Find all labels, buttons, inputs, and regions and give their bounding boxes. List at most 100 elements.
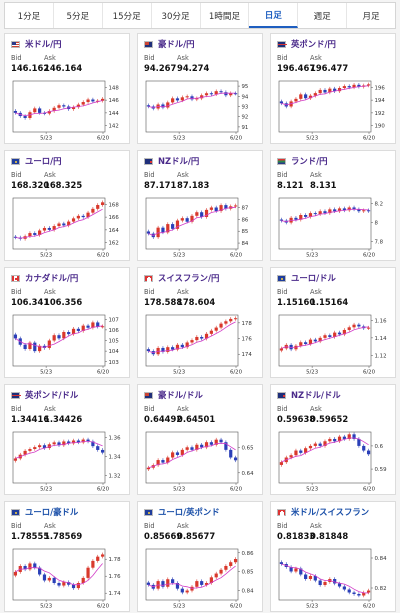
candle-body bbox=[200, 95, 204, 99]
candle-body bbox=[100, 326, 105, 328]
rate-card[interactable]: 米ドル/スイスフラン Bid Ask 0.81833 0.81848 0.84 0.82 5/… bbox=[270, 501, 396, 612]
candle-body bbox=[42, 345, 47, 348]
pair-name-link[interactable]: 豪ドル/ドル bbox=[158, 390, 203, 400]
candle-body bbox=[100, 202, 105, 206]
candlestick-chart[interactable]: 1.16 1.14 1.12 5/23 6/20 bbox=[275, 312, 393, 376]
tab-5min[interactable]: 5分足 bbox=[54, 3, 103, 28]
rate-card[interactable]: カナダドル/円 Bid Ask 106.341 106.356 107 106 105 104 1… bbox=[4, 267, 130, 378]
candle-body bbox=[166, 224, 170, 233]
candle-body bbox=[318, 337, 322, 342]
ask-value: 1.34426 bbox=[44, 414, 83, 424]
rate-card[interactable]: ユーロ/豪ドル Bid Ask 1.78555 1.78569 1.78 1.76 1.74 5… bbox=[4, 501, 130, 612]
bid-value: 146.162 bbox=[11, 63, 50, 73]
candle-body bbox=[204, 442, 209, 448]
candle-body bbox=[195, 212, 199, 216]
chart-svg: 168 166 164 162 5/23 6/20 bbox=[12, 197, 119, 259]
candle-body bbox=[146, 582, 151, 585]
candle-body bbox=[313, 443, 317, 446]
candle-body bbox=[47, 577, 51, 581]
tab-15min[interactable]: 15分足 bbox=[103, 3, 152, 28]
candle-body bbox=[166, 579, 170, 587]
candle-body bbox=[33, 447, 37, 449]
candle-body bbox=[161, 347, 165, 352]
pair-name-link[interactable]: NZドル/ドル bbox=[291, 390, 341, 400]
rate-card[interactable]: NZドル/ドル Bid Ask 0.59638 0.59652 0.6 0.59 5/23 6/… bbox=[270, 384, 396, 495]
pair-name-link[interactable]: カナダドル/円 bbox=[25, 273, 79, 283]
pair-name-link[interactable]: ランド/円 bbox=[291, 156, 328, 166]
x-tick-label: 6/20 bbox=[97, 370, 110, 376]
pair-name-link[interactable]: ユーロ/英ポンド bbox=[158, 507, 220, 517]
tab-30min[interactable]: 30分足 bbox=[152, 3, 201, 28]
candle-body bbox=[209, 577, 213, 583]
candlestick-chart[interactable]: 0.6 0.59 5/23 6/20 bbox=[275, 429, 393, 493]
candle-body bbox=[352, 207, 356, 210]
candlestick-chart[interactable]: 87 86 85 84 5/23 6/20 bbox=[142, 195, 260, 259]
pair-name-link[interactable]: ユーロ/ドル bbox=[291, 273, 336, 283]
candlestick-chart[interactable]: 1.78 1.76 1.74 5/23 6/20 bbox=[9, 546, 127, 610]
candlestick-chart[interactable]: 8.2 8 7.8 5/23 6/20 bbox=[275, 195, 393, 259]
ask-label: Ask bbox=[310, 405, 322, 413]
rate-card[interactable]: 英ポンド/ドル Bid Ask 1.34416 1.34426 1.36 1.34 1.32 5… bbox=[4, 384, 130, 495]
candlestick-chart[interactable]: 107 106 105 104 103 5/23 6/20 bbox=[9, 312, 127, 376]
candle-body bbox=[347, 86, 351, 88]
candlestick-chart[interactable]: 178 176 174 5/23 6/20 bbox=[142, 312, 260, 376]
flag-icon bbox=[144, 391, 153, 399]
rate-card[interactable]: 英ポンド/円 Bid Ask 196.467 196.477 196 194 192 190 5/… bbox=[270, 33, 396, 144]
tab-daily[interactable]: 日足 bbox=[249, 3, 299, 28]
pair-name-link[interactable]: 豪ドル/円 bbox=[158, 39, 195, 49]
candle-body bbox=[229, 562, 233, 566]
candlestick-chart[interactable]: 95 94 93 92 91 5/23 6/20 bbox=[142, 78, 260, 142]
candlestick-chart[interactable]: 196 194 192 190 5/23 6/20 bbox=[275, 78, 393, 142]
flag-icon bbox=[277, 40, 287, 48]
candle-body bbox=[299, 568, 303, 575]
tab-monthly[interactable]: 月足 bbox=[362, 11, 380, 22]
ask-value: 1.15164 bbox=[310, 297, 349, 307]
ask-value: 146.164 bbox=[44, 63, 83, 73]
candle-body bbox=[328, 209, 332, 214]
ask-label: Ask bbox=[44, 171, 56, 179]
tab-1min[interactable]: 1分足 bbox=[5, 3, 54, 28]
timeframe-tabs: 1分足 5分足 15分足 30分足 1時間足 日足 週足 月足 bbox=[4, 2, 396, 29]
candlestick-chart[interactable]: 0.65 0.64 5/23 6/20 bbox=[142, 429, 260, 493]
pair-name-link[interactable]: NZドル/円 bbox=[158, 156, 200, 166]
y-tick-label: 95 bbox=[242, 84, 249, 90]
rate-card[interactable]: 米ドル/円 Bid Ask 146.162 146.164 148 146 144 142 5/2… bbox=[4, 33, 130, 144]
rate-card[interactable]: NZドル/円 Bid Ask 87.171 87.183 87 86 85 84 5/23 6/20 bbox=[137, 150, 263, 261]
tab-weekly[interactable]: 週足 bbox=[298, 3, 348, 28]
rate-card[interactable]: ユーロ/英ポンド Bid Ask 0.85669 0.85677 0.86 0.85 0.84… bbox=[137, 501, 263, 612]
candle-body bbox=[333, 209, 337, 212]
candle-body bbox=[180, 344, 184, 348]
rate-card[interactable]: ユーロ/ドル Bid Ask 1.15160 1.15164 1.16 1.14 1.12 5/… bbox=[270, 267, 396, 378]
candle-body bbox=[233, 93, 238, 95]
candle-body bbox=[76, 583, 80, 589]
rate-card[interactable]: スイスフラン/円 Bid Ask 178.588 178.604 178 176 174 5/2… bbox=[137, 267, 263, 378]
rate-card[interactable]: ランド/円 Bid Ask 8.121 8.131 8.2 8 7.8 5/23 6/20 bbox=[270, 150, 396, 261]
pair-name-link[interactable]: スイスフラン/円 bbox=[158, 273, 220, 283]
candlestick-chart[interactable]: 0.86 0.85 0.84 5/23 6/20 bbox=[142, 546, 260, 610]
chart-svg: 1.78 1.76 1.74 5/23 6/20 bbox=[12, 548, 121, 610]
flag-icon bbox=[144, 274, 153, 282]
candlestick-chart[interactable]: 168 166 164 162 5/23 6/20 bbox=[9, 195, 127, 259]
pair-name-link[interactable]: ユーロ/円 bbox=[25, 156, 62, 166]
candle-body bbox=[308, 445, 313, 449]
candle-body bbox=[57, 583, 61, 586]
candle-body bbox=[333, 88, 337, 92]
candle-body bbox=[96, 322, 100, 327]
tab-1hour[interactable]: 1時間足 bbox=[201, 3, 250, 28]
pair-name-link[interactable]: 英ポンド/円 bbox=[291, 39, 336, 49]
pair-name-link[interactable]: 米ドル/スイスフラン bbox=[291, 507, 370, 517]
candle-body bbox=[323, 582, 327, 585]
candle-body bbox=[219, 323, 223, 328]
pair-name-link[interactable]: ユーロ/豪ドル bbox=[25, 507, 79, 517]
candlestick-chart[interactable]: 1.36 1.34 1.32 5/23 6/20 bbox=[9, 429, 127, 493]
pair-name-link[interactable]: 米ドル/円 bbox=[25, 39, 62, 49]
candle-body bbox=[224, 321, 228, 324]
pair-name-link[interactable]: 英ポンド/ドル bbox=[25, 390, 79, 400]
candlestick-chart[interactable]: 148 146 144 142 5/23 6/20 bbox=[9, 78, 127, 142]
ask-value: 0.81848 bbox=[310, 531, 349, 541]
rate-card[interactable]: ユーロ/円 Bid Ask 168.320 168.325 168 166 164 162 5/2… bbox=[4, 150, 130, 261]
ask-label: Ask bbox=[177, 171, 189, 179]
candlestick-chart[interactable]: 0.84 0.82 5/23 6/20 bbox=[275, 546, 393, 610]
rate-card[interactable]: 豪ドル/円 Bid Ask 94.267 94.274 95 94 93 92 91 5/23 6/2… bbox=[137, 33, 263, 144]
rate-card[interactable]: 豪ドル/ドル Bid Ask 0.64492 0.64501 0.65 0.64 5/23 6/… bbox=[137, 384, 263, 495]
